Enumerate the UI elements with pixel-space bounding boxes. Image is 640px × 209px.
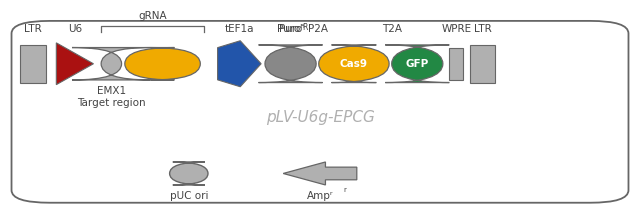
FancyBboxPatch shape bbox=[125, 48, 200, 80]
Text: EMX1: EMX1 bbox=[97, 86, 126, 96]
Text: LTR: LTR bbox=[474, 24, 492, 34]
Bar bbox=[20, 45, 46, 83]
Text: Puro: Puro bbox=[279, 24, 302, 34]
FancyBboxPatch shape bbox=[259, 45, 323, 83]
Bar bbox=[449, 48, 463, 80]
Bar bbox=[470, 45, 495, 83]
Text: gRNA: gRNA bbox=[138, 11, 166, 21]
Text: GFP: GFP bbox=[406, 59, 429, 69]
Text: R: R bbox=[302, 23, 307, 32]
Text: T2A: T2A bbox=[382, 24, 403, 34]
Polygon shape bbox=[218, 41, 261, 87]
Text: WPRE: WPRE bbox=[441, 24, 472, 34]
Text: U6: U6 bbox=[68, 24, 82, 34]
Text: tEF1a: tEF1a bbox=[225, 24, 254, 34]
Polygon shape bbox=[56, 43, 93, 85]
Text: Cas9: Cas9 bbox=[340, 59, 368, 69]
Text: Ampʳ: Ampʳ bbox=[307, 191, 333, 201]
FancyBboxPatch shape bbox=[319, 45, 389, 83]
FancyBboxPatch shape bbox=[385, 45, 449, 83]
Text: LTR: LTR bbox=[24, 24, 42, 34]
Text: pLV-U6g-EPCG: pLV-U6g-EPCG bbox=[266, 110, 374, 125]
FancyBboxPatch shape bbox=[72, 48, 151, 80]
Polygon shape bbox=[283, 162, 357, 185]
Text: Puroᴿ: Puroᴿ bbox=[276, 24, 305, 34]
Text: r: r bbox=[343, 187, 346, 194]
FancyBboxPatch shape bbox=[170, 162, 208, 185]
Text: pUC ori: pUC ori bbox=[170, 191, 208, 201]
Text: P2A: P2A bbox=[308, 24, 328, 34]
Text: Target region: Target region bbox=[77, 98, 146, 108]
